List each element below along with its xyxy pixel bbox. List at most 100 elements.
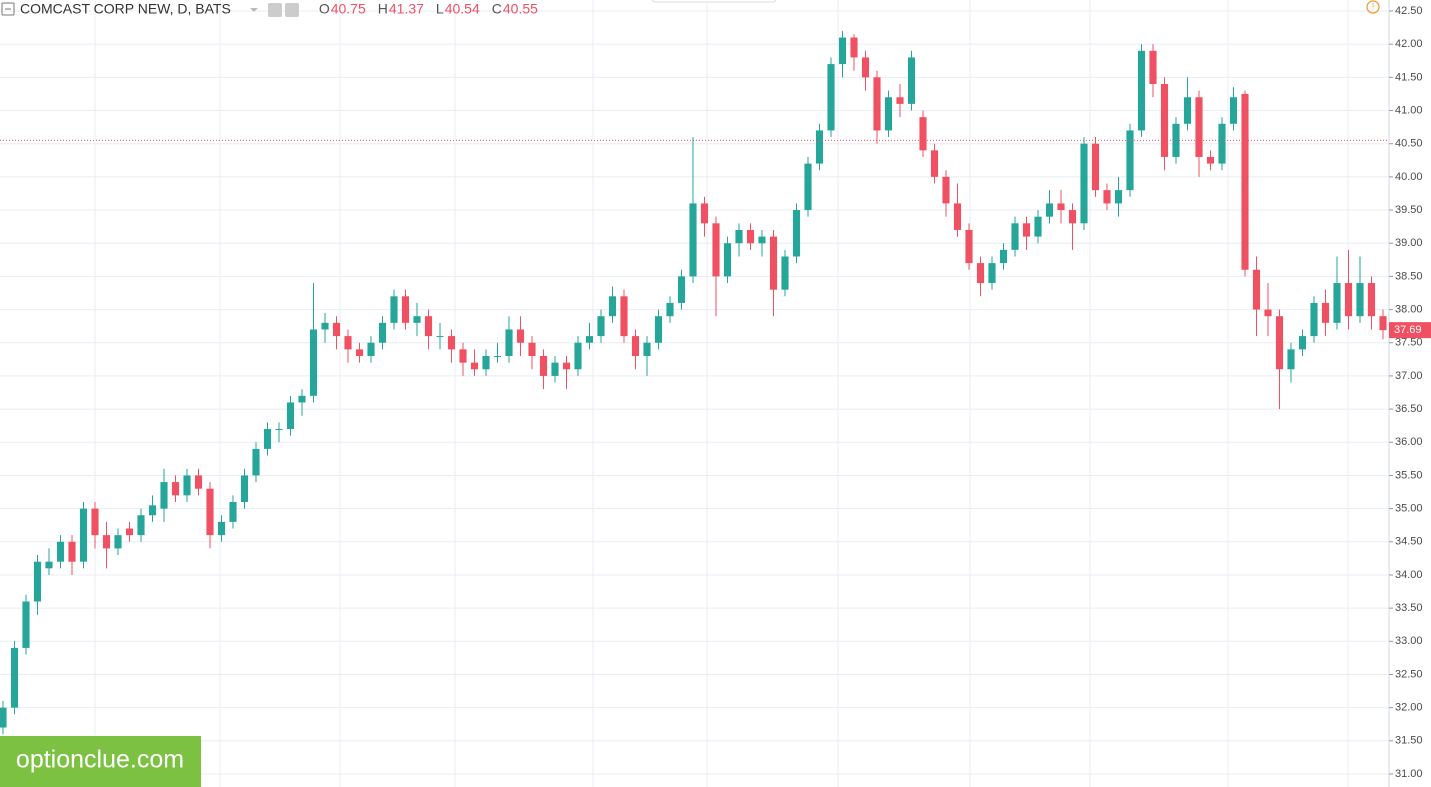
candle-body <box>827 64 835 131</box>
dropdown-arrow[interactable] <box>250 8 258 12</box>
y-tick-label: 31.50 <box>1395 735 1423 747</box>
candle-body <box>1045 203 1054 217</box>
close-button[interactable] <box>285 3 299 17</box>
candle-body <box>1298 336 1307 350</box>
watermark: optionclue.com <box>16 746 184 774</box>
candle-body <box>643 342 651 357</box>
candle-body <box>838 37 847 65</box>
watermark-box <box>0 736 201 787</box>
candle-body <box>355 349 364 357</box>
candle-body <box>850 37 858 58</box>
candle-body <box>1183 97 1192 124</box>
candle-body <box>976 263 985 284</box>
y-tick-label: 36.00 <box>1395 436 1423 448</box>
candle-body <box>390 296 398 323</box>
candle-body <box>666 302 674 317</box>
candle-body <box>148 505 157 516</box>
candle-body <box>493 356 502 358</box>
y-tick-label: 34.00 <box>1395 569 1423 581</box>
y-tick-label: 35.00 <box>1395 503 1423 515</box>
candle-body <box>1057 203 1065 211</box>
candle-body <box>539 356 548 376</box>
candle-body <box>942 176 950 204</box>
y-tick-label: 37.00 <box>1395 370 1423 382</box>
header: COMCAST CORP NEW, D, BATS O 40.75 H 41.37 L 4… <box>1 1 538 17</box>
candle-body <box>229 501 237 522</box>
candle-body <box>1252 269 1261 310</box>
candle-body <box>988 263 996 284</box>
candle-body <box>1206 156 1215 164</box>
candle-body <box>344 336 352 350</box>
candle-body <box>321 322 329 330</box>
candle-body <box>0 707 7 728</box>
alert-icon[interactable] <box>1366 0 1380 14</box>
candle-body <box>1367 283 1376 317</box>
candle-body <box>712 223 720 277</box>
candle-body <box>723 243 732 277</box>
candle-body <box>1149 50 1157 84</box>
candle-body <box>482 356 490 370</box>
candle-body <box>769 236 778 290</box>
candle-body <box>194 475 203 489</box>
toolbar-tab[interactable] <box>651 0 777 3</box>
legend-value: 40.54 <box>445 1 480 17</box>
candle-body <box>275 428 283 430</box>
candle-body <box>804 163 812 211</box>
candle-body <box>470 362 479 370</box>
y-tick-label: 38.50 <box>1395 270 1423 282</box>
candle-body <box>263 428 272 449</box>
candle-body <box>689 203 697 277</box>
candle-body <box>758 236 766 244</box>
candle-body <box>930 150 939 177</box>
candle-body <box>815 130 824 164</box>
candle-body <box>332 322 341 337</box>
candle-body <box>1068 210 1077 224</box>
collapse-icon[interactable] <box>1 2 15 16</box>
candle-body <box>700 203 709 224</box>
candle-body <box>252 448 260 476</box>
candle-body <box>1287 349 1295 370</box>
candle-body <box>1137 50 1146 131</box>
candle-body <box>137 515 145 536</box>
candle-body <box>919 117 927 151</box>
last-price-label: 37.69 <box>1394 324 1422 336</box>
y-tick-label: 33.00 <box>1395 635 1423 647</box>
legend-label: O <box>319 1 330 17</box>
candle-body <box>1310 302 1318 337</box>
candle-body <box>401 296 410 323</box>
candle-body <box>1356 283 1364 317</box>
candle-body <box>953 203 962 230</box>
candle-body <box>1195 97 1203 157</box>
candle-body <box>1241 93 1249 270</box>
candle-body <box>413 316 421 323</box>
y-tick-label: 42.00 <box>1395 38 1423 50</box>
candle-body <box>447 336 456 350</box>
settings-button[interactable] <box>268 3 282 17</box>
candle-body <box>1126 130 1134 191</box>
legend-label: L <box>436 1 444 17</box>
candle-body <box>1034 216 1042 237</box>
candle-body <box>436 336 444 338</box>
legend-label: H <box>378 1 388 17</box>
candle-body <box>677 276 686 303</box>
y-tick-label: 35.50 <box>1395 469 1423 481</box>
candle-body <box>873 77 881 131</box>
candle-body <box>735 229 743 244</box>
candle-body <box>792 210 801 257</box>
candle-body <box>91 508 99 536</box>
candle-body <box>459 349 467 363</box>
candle-body <box>309 329 318 396</box>
candle-body <box>217 521 226 536</box>
candle-body <box>1218 123 1226 164</box>
candle-body <box>56 541 65 562</box>
candle-body <box>378 322 387 343</box>
legend-value: 41.37 <box>389 1 424 17</box>
candle-body <box>907 57 916 104</box>
candle-body <box>286 402 295 429</box>
candle-body <box>1160 83 1169 157</box>
candle-body <box>884 97 893 131</box>
candle-body <box>1229 97 1238 124</box>
candle-body <box>781 256 789 290</box>
y-tick-label: 39.00 <box>1395 237 1423 249</box>
chart-title: COMCAST CORP NEW, D, BATS <box>20 1 231 17</box>
